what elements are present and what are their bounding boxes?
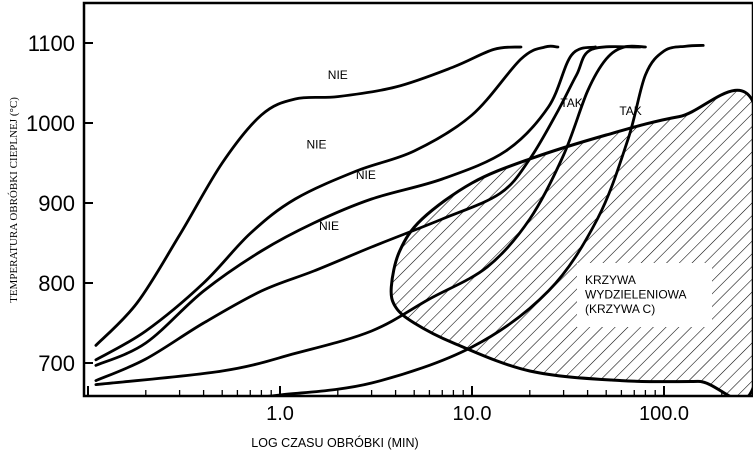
y-tick-label: 1100 <box>28 31 75 56</box>
y-tick-label: 900 <box>38 191 75 216</box>
series-line-4 <box>94 45 642 382</box>
x-tick-label: 100.0 <box>639 403 689 425</box>
series-line-3 <box>94 45 597 367</box>
x-tick-label: 1.0 <box>266 403 294 425</box>
y-tick-label: 800 <box>38 271 75 296</box>
y-tick-label: 700 <box>38 351 75 376</box>
annotation-label: NIE <box>319 219 339 233</box>
annotation-label: NIE <box>328 68 348 82</box>
region-label-line: WYDZIELENIOWA <box>585 288 687 302</box>
series-line-1 <box>94 45 523 347</box>
series-line-2 <box>94 44 560 362</box>
annotation-label: TAK <box>560 96 582 110</box>
x-tick-label: 10.0 <box>453 403 492 425</box>
annotation-label: TAK <box>619 104 641 118</box>
region-label-line: KRZYWA <box>585 273 636 287</box>
series-line-6 <box>256 44 705 396</box>
y-axis-label: TEMPERATURA OBRÓBKI CIEPLNEJ (°C) <box>8 97 20 303</box>
y-tick-label: 1000 <box>26 111 75 136</box>
region-label-line: (KRZYWA C) <box>585 302 655 316</box>
annotation-label: NIE <box>356 168 376 182</box>
precipitation-curve-c <box>389 88 753 396</box>
series-line-5 <box>94 44 647 386</box>
annotation-label: NIE <box>306 138 326 152</box>
x-axis-label: LOG CZASU OBRÓBKI (MIN) <box>251 435 418 450</box>
plot-frame <box>82 1 753 398</box>
region-label-box <box>577 263 712 327</box>
